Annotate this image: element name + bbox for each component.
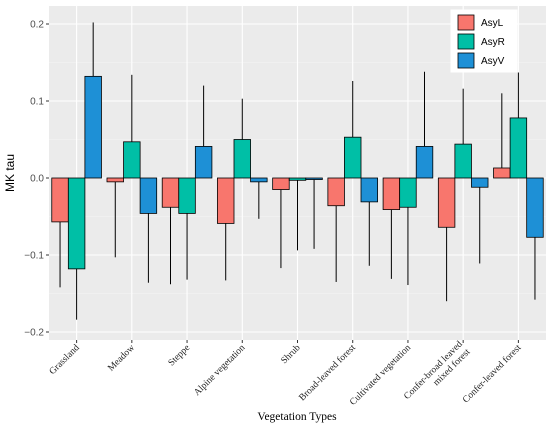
x-tick-label: Steppe	[167, 343, 192, 368]
bar-asyl-7	[437, 177, 456, 228]
x-tick-label: Grassland	[48, 343, 82, 377]
y-tick-label: −0.1	[24, 251, 44, 262]
bar-asyv-7	[471, 177, 489, 188]
bar-asyr-5	[344, 136, 362, 179]
bar-asyr-7	[454, 143, 472, 179]
x-axis-ticks: Grassland Meadow Steppe Alpine vegetation Sh…	[48, 339, 524, 408]
bar-asyl-5	[327, 177, 345, 207]
bar-asyr-2	[178, 177, 196, 214]
bar-asyl-1	[106, 177, 124, 183]
y-tick-label: −0.2	[24, 328, 44, 339]
bar-asyv-6	[415, 146, 434, 179]
bar-asyv-5	[360, 177, 378, 203]
bar-asyl-4	[272, 177, 290, 190]
legend-label-asyv: AsyV	[481, 56, 505, 67]
x-tick-label: Meadow	[106, 343, 137, 374]
bar-asyr-4	[288, 177, 307, 181]
bar-asyv-0	[84, 75, 102, 179]
bar-asyv-3	[250, 177, 268, 183]
bar-asyr-3	[233, 139, 251, 179]
y-tick-label: 0.2	[30, 20, 44, 31]
legend: AsyL AsyR AsyV	[450, 9, 518, 73]
legend-label-asyr: AsyR	[481, 37, 505, 48]
bar-asyl-0	[51, 177, 69, 223]
legend-key-asyl	[457, 14, 475, 31]
x-tick-label: Alpine vegetation	[192, 343, 247, 398]
y-axis-ticks: 0.2 0.1 0.0 −0.1 −0.2	[24, 20, 49, 339]
bar-asyr-1	[123, 141, 141, 179]
bar-asyl-2	[161, 177, 180, 208]
bar-asyv-2	[194, 146, 213, 179]
error-bars-layer	[59, 22, 536, 320]
y-tick-label: 0.1	[30, 97, 44, 108]
bar-asyl-3	[217, 177, 235, 224]
x-tick-label: Shrub	[279, 343, 302, 366]
bar-asyr-8	[509, 117, 528, 179]
x-tick-label: Broad-leaved forest	[297, 342, 358, 403]
x-tick-label: Cultivated vegetation	[348, 343, 413, 408]
bars-layer	[51, 75, 544, 270]
x-axis-title: Vegetation Types	[257, 411, 337, 423]
y-tick-label: 0.0	[30, 174, 44, 185]
bar-asyv-8	[526, 177, 544, 238]
bar-asyv-1	[139, 177, 158, 214]
legend-key-asyv	[457, 52, 475, 69]
x-tick-label: Confer-leaved forest	[460, 342, 523, 405]
legend-label-asyl: AsyL	[481, 18, 504, 29]
bar-asyv-4	[305, 177, 323, 180]
bar-asyl-6	[382, 177, 401, 210]
legend-key-asyr	[457, 33, 475, 50]
bar-asyl-8	[493, 167, 511, 179]
y-axis-title: MK tau	[3, 154, 17, 192]
bar-asyr-0	[67, 177, 86, 270]
bar-asyr-6	[399, 177, 417, 208]
